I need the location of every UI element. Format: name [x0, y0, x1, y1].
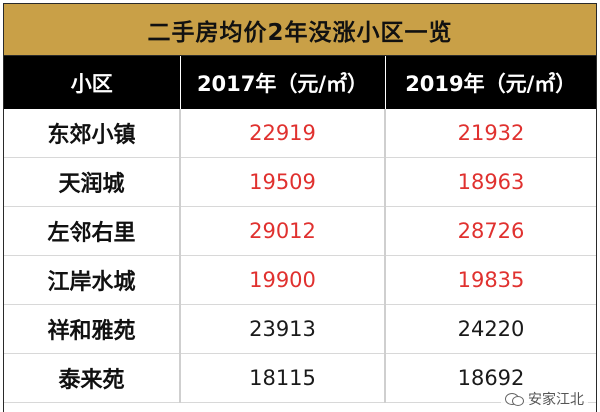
table-row: 左邻右里 29012 28726 [4, 206, 596, 256]
price-2017: 19900 [180, 255, 386, 305]
wechat-icon [505, 392, 524, 406]
price-2017: 18115 [180, 353, 386, 403]
table-title: 二手房均价2年没涨小区一览 [4, 4, 596, 56]
community-name: 泰来苑 [4, 353, 181, 403]
price-2017: 22919 [180, 109, 386, 158]
price-table-sheet: 二手房均价2年没涨小区一览 小区 2017年（元/㎡） 2019年（元/㎡） 东… [3, 3, 597, 412]
price-2019: 24220 [385, 304, 596, 354]
table-row: 东郊小镇 22919 21932 [4, 109, 596, 158]
price-2017: 23913 [180, 304, 386, 354]
price-2019: 19835 [385, 255, 596, 305]
price-2017: 19509 [180, 157, 386, 207]
table-row: 祥和雅苑 23913 24220 [4, 304, 596, 354]
community-name: 祥和雅苑 [4, 304, 181, 354]
community-name: 左邻右里 [4, 206, 181, 256]
price-2017: 29012 [180, 206, 386, 256]
watermark-text: 安家江北 [528, 392, 584, 408]
table-row: 江岸水城 19900 19835 [4, 255, 596, 305]
price-table: 小区 2017年（元/㎡） 2019年（元/㎡） 东郊小镇 22919 2193… [4, 56, 596, 403]
community-name: 天润城 [4, 157, 181, 207]
header-2019: 2019年（元/㎡） [385, 56, 596, 109]
watermark: 安家江北 [501, 388, 588, 410]
price-2019: 18963 [385, 157, 596, 207]
price-2019: 21932 [385, 109, 596, 158]
header-community: 小区 [4, 56, 181, 109]
table-row: 天润城 19509 18963 [4, 157, 596, 207]
header-2017: 2017年（元/㎡） [180, 56, 386, 109]
header-row: 小区 2017年（元/㎡） 2019年（元/㎡） [4, 56, 596, 109]
community-name: 东郊小镇 [4, 109, 181, 158]
community-name: 江岸水城 [4, 255, 181, 305]
price-2019: 28726 [385, 206, 596, 256]
